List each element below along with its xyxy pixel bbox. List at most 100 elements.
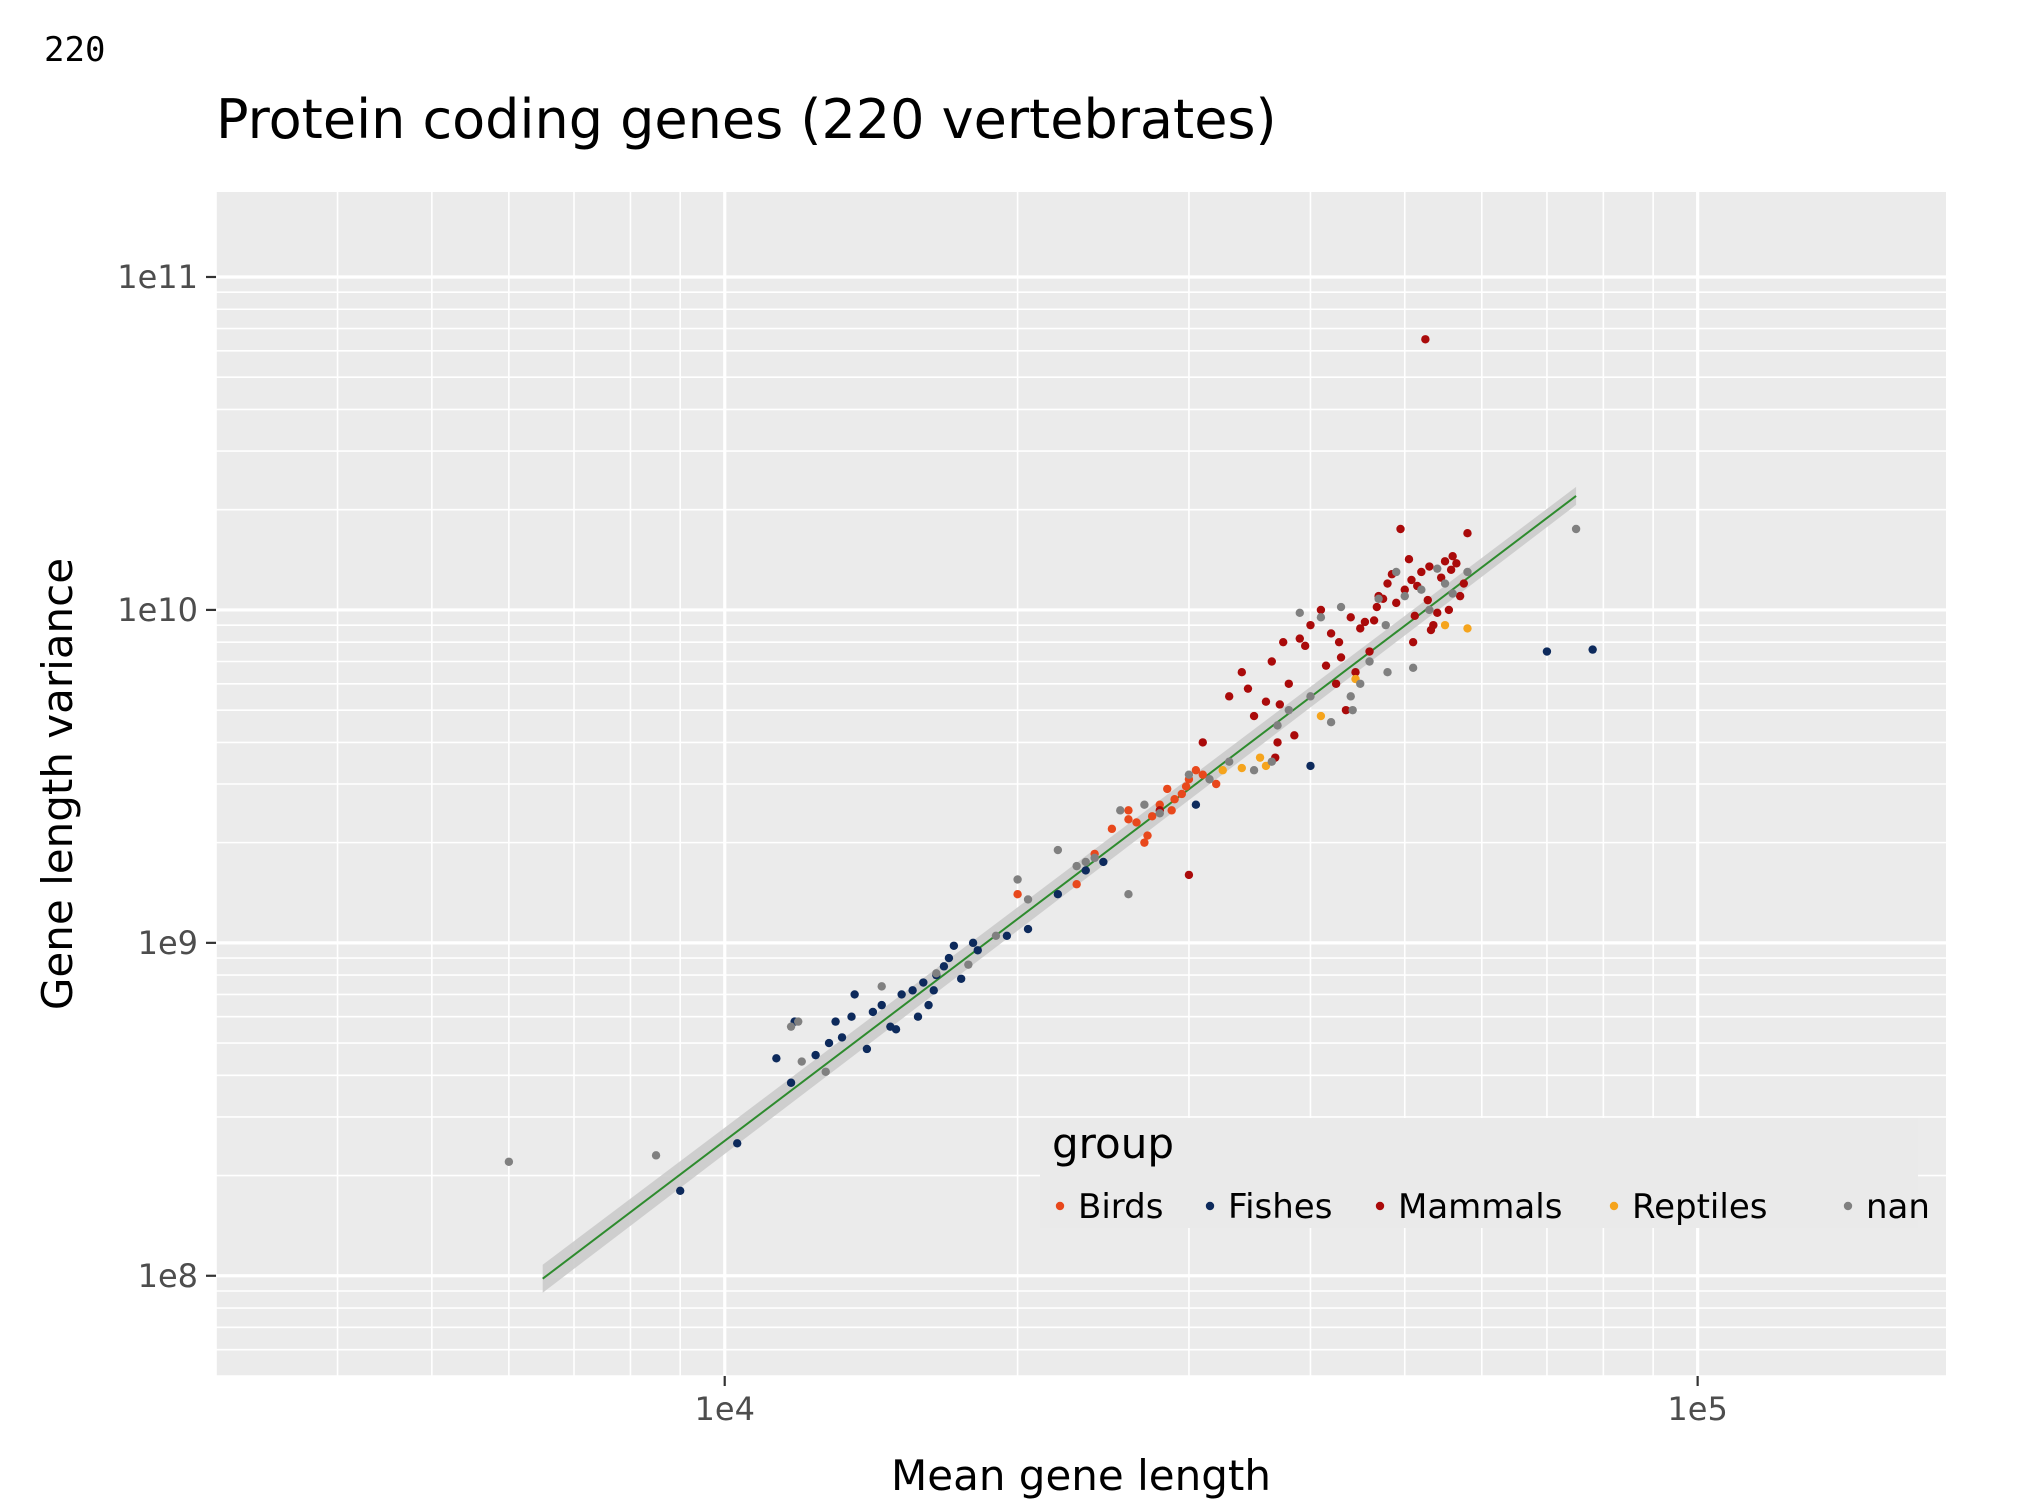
data-point-mammals — [1184, 870, 1194, 880]
data-point-mammals — [1341, 705, 1351, 715]
legend-key-birds — [1055, 1201, 1065, 1211]
data-point-nan — [1374, 594, 1383, 603]
data-point-fishes — [847, 1012, 856, 1021]
data-point-mammals — [1295, 634, 1304, 643]
data-point-fishes — [949, 941, 959, 950]
data-point-birds — [1124, 815, 1133, 824]
data-point-birds — [1132, 818, 1141, 827]
data-point-nan — [1295, 608, 1304, 618]
data-point-fishes — [1081, 866, 1090, 875]
data-point-mammals — [1392, 598, 1401, 608]
confidence-band — [542, 486, 1577, 1293]
data-point-nan — [1392, 567, 1401, 577]
data-point-nan — [1316, 613, 1326, 622]
legend-title: group — [1052, 1119, 1174, 1168]
y-axis-title: Gene length variance — [33, 558, 82, 1010]
data-point-mammals — [1369, 616, 1379, 625]
data-point-nan — [1205, 775, 1214, 784]
data-point-nan — [1072, 861, 1081, 871]
data-point-fishes — [1023, 924, 1033, 934]
legend-label-mammals: Mammals — [1398, 1187, 1562, 1227]
data-point-nan — [1140, 800, 1149, 809]
data-point-mammals — [1396, 524, 1405, 534]
data-point-nan — [1284, 705, 1294, 715]
data-point-mammals — [1426, 625, 1436, 635]
x-axis-title: Mean gene length — [891, 1451, 1271, 1500]
data-point-mammals — [1360, 617, 1370, 627]
data-point-reptiles — [1237, 763, 1247, 773]
data-point-mammals — [1446, 565, 1456, 574]
legend-label-birds: Birds — [1078, 1187, 1163, 1227]
data-point-nan — [1306, 692, 1315, 701]
data-point-nan — [651, 1151, 661, 1160]
data-point-nan — [1348, 705, 1357, 715]
trend-line — [542, 495, 1577, 1280]
legend-label-nan: nan — [1866, 1187, 1930, 1227]
data-point-fishes — [913, 1012, 923, 1021]
data-point-mammals — [1421, 335, 1430, 344]
data-point-nan — [821, 1067, 830, 1076]
y-tick-label: 1e10 — [117, 591, 198, 629]
data-point-fishes — [786, 1078, 796, 1087]
data-point-mammals — [1336, 653, 1346, 662]
data-point-fishes — [862, 1044, 872, 1054]
data-point-nan — [1463, 567, 1472, 577]
data-point-fishes — [929, 986, 938, 995]
data-point-mammals — [1356, 624, 1365, 633]
legend-label-fishes: Fishes — [1228, 1187, 1332, 1227]
data-point-nan — [1400, 591, 1409, 601]
data-point-nan — [877, 982, 886, 991]
data-point-birds — [1170, 795, 1179, 804]
data-point-mammals — [1452, 559, 1461, 568]
data-point-birds — [1147, 812, 1157, 821]
data-point-birds — [1163, 784, 1172, 794]
legend-key-nan — [1843, 1201, 1853, 1211]
data-point-fishes — [908, 986, 917, 995]
data-point-mammals — [1407, 575, 1416, 585]
data-point-mammals — [1306, 620, 1315, 630]
data-point-nan — [932, 969, 941, 978]
data-point-fishes — [1053, 889, 1063, 899]
data-point-mammals — [1300, 641, 1310, 651]
data-point-mammals — [1448, 551, 1457, 561]
data-point-mammals — [1331, 679, 1341, 688]
data-point-nan — [1408, 663, 1418, 673]
data-point-mammals — [1273, 738, 1282, 747]
data-point-nan — [1417, 585, 1426, 594]
data-point-birds — [1191, 766, 1201, 775]
data-point-nan — [1433, 564, 1442, 573]
data-point-fishes — [1002, 931, 1012, 940]
data-point-mammals — [1346, 613, 1355, 622]
data-point-mammals — [1372, 602, 1382, 612]
data-point-nan — [1383, 668, 1392, 677]
data-point-fishes — [897, 990, 906, 999]
data-point-nan — [794, 1017, 803, 1026]
data-point-mammals — [1334, 637, 1344, 647]
data-point-nan — [1356, 679, 1365, 688]
data-point-fishes — [919, 978, 928, 987]
data-point-mammals — [1404, 555, 1414, 564]
y-tick-label: 1e8 — [138, 1257, 198, 1295]
data-point-mammals — [1440, 557, 1450, 566]
data-point-mammals — [1383, 579, 1392, 588]
data-point-nan — [1224, 757, 1234, 766]
data-point-fishes — [944, 953, 954, 963]
data-point-fishes — [968, 938, 978, 948]
data-point-mammals — [1279, 637, 1288, 647]
data-point-fishes — [1588, 645, 1597, 654]
data-point-nan — [991, 931, 1001, 940]
data-point-mammals — [1463, 528, 1472, 538]
data-point-nan — [1090, 853, 1099, 863]
data-point-nan — [1346, 692, 1355, 701]
data-point-mammals — [1408, 637, 1418, 647]
legend-label-reptiles: Reptiles — [1632, 1187, 1767, 1227]
points-layer — [504, 335, 1597, 1195]
data-point-fishes — [837, 1033, 847, 1042]
data-point-birds — [1013, 889, 1022, 899]
data-point-mammals — [1351, 668, 1360, 677]
data-point-fishes — [886, 1022, 895, 1031]
data-point-nan — [1081, 857, 1090, 867]
data-point-nan — [1053, 845, 1063, 855]
data-point-mammals — [1400, 585, 1409, 594]
data-point-nan — [1116, 806, 1125, 815]
